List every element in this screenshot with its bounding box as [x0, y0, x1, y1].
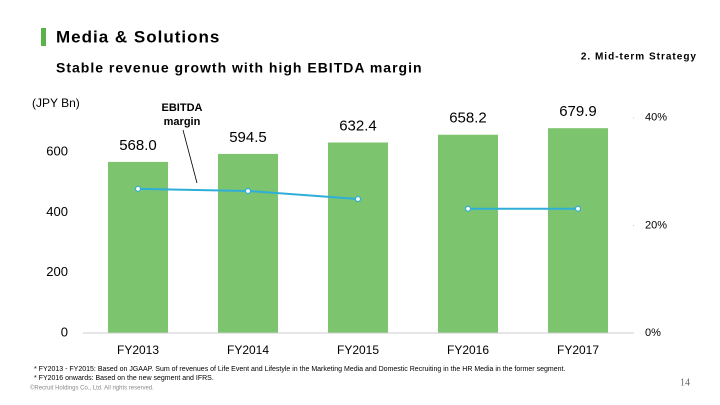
value-label: 679.9: [559, 103, 597, 120]
x-tick-label: FY2014: [227, 343, 269, 357]
y-tick-label: 400: [46, 204, 68, 219]
y-tick-label: 200: [46, 264, 68, 279]
margin-point: [464, 205, 472, 212]
bar: [548, 128, 608, 333]
y2-tick-label: 20%: [645, 219, 667, 231]
annotation: margin: [164, 116, 201, 128]
value-label: 658.2: [449, 110, 487, 127]
slide-subtitle: Stable revenue growth with high EBITDA m…: [56, 60, 423, 76]
value-label: 594.5: [229, 129, 267, 146]
margin-point: [244, 187, 252, 195]
value-label: 632.4: [339, 117, 377, 134]
bar: [438, 134, 498, 333]
annotation: EBITDA: [162, 102, 203, 114]
y-tick-label: 0: [61, 324, 68, 339]
y-tick-label: 600: [46, 144, 68, 159]
page-number: 14: [680, 377, 690, 388]
y2-tick-label: 0%: [645, 327, 661, 339]
margin-point: [354, 195, 362, 203]
copyright: ©Recruit Holdings Co., Ltd. All rights r…: [30, 385, 154, 392]
margin-point: [574, 205, 582, 212]
margin-point: [134, 185, 142, 192]
bar: [218, 153, 278, 333]
value-label: 568.0: [119, 137, 157, 154]
bar: [328, 142, 388, 333]
title-accent: [41, 28, 46, 46]
x-tick-label: FY2016: [447, 343, 489, 357]
y-axis-label: (JPY Bn): [32, 96, 80, 110]
footnote: * FY2013 - FY2015: Based on JGAAP. Sum o…: [34, 366, 565, 373]
annotation-pointer: [182, 129, 198, 184]
x-tick-label: FY2015: [337, 343, 379, 357]
x-tick-label: FY2013: [117, 343, 159, 357]
section-label: 2. Mid-term Strategy: [581, 52, 697, 63]
y2-tick-label: 40%: [645, 112, 667, 124]
footnote: * FY2016 onwards: Based on the new segme…: [34, 375, 214, 382]
slide-title: Media & Solutions: [56, 27, 220, 46]
x-tick-label: FY2017: [557, 343, 599, 357]
